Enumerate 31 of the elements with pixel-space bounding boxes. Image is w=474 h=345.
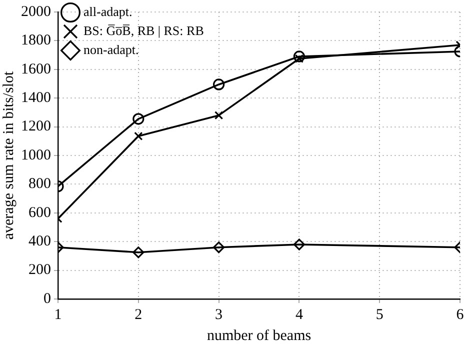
y-tick-label: 200 bbox=[28, 262, 51, 278]
legend-label: all-adapt. bbox=[84, 4, 132, 19]
y-tick-label: 2000 bbox=[21, 4, 51, 20]
point bbox=[214, 110, 224, 120]
y-axis-title: average sum rate in bits/slot bbox=[0, 70, 17, 240]
y-tick-label: 1200 bbox=[21, 118, 51, 135]
point bbox=[213, 78, 225, 90]
y-tick-label: 0 bbox=[44, 290, 51, 307]
x-tick-label: 6 bbox=[456, 306, 464, 323]
x-axis-title: number of beams bbox=[206, 328, 312, 344]
point bbox=[134, 132, 143, 140]
legend-label: BS: G̅o̅B̅, RB | RS: RB bbox=[84, 22, 204, 38]
y-tick-label: 800 bbox=[28, 176, 51, 192]
x-tick-label: 2 bbox=[134, 306, 142, 323]
y-tick-label: 400 bbox=[28, 234, 51, 250]
point bbox=[213, 242, 225, 254]
x-tick-label: 1 bbox=[54, 306, 62, 323]
y-tick-label: 1800 bbox=[21, 32, 51, 49]
point bbox=[132, 246, 144, 258]
point bbox=[293, 238, 305, 250]
legend-label: non-adapt. bbox=[84, 42, 139, 57]
x-tick-label: 4 bbox=[295, 306, 304, 323]
y-tick-label: 1400 bbox=[21, 90, 51, 106]
point bbox=[294, 54, 304, 63]
x-tick-label: 3 bbox=[215, 306, 223, 323]
y-tick-label: 1600 bbox=[21, 61, 51, 78]
y-tick-label: 600 bbox=[28, 204, 51, 221]
point bbox=[293, 50, 305, 62]
point bbox=[132, 113, 144, 125]
x-tick-label: 5 bbox=[376, 306, 384, 323]
y-tick-label: 1000 bbox=[21, 147, 51, 164]
